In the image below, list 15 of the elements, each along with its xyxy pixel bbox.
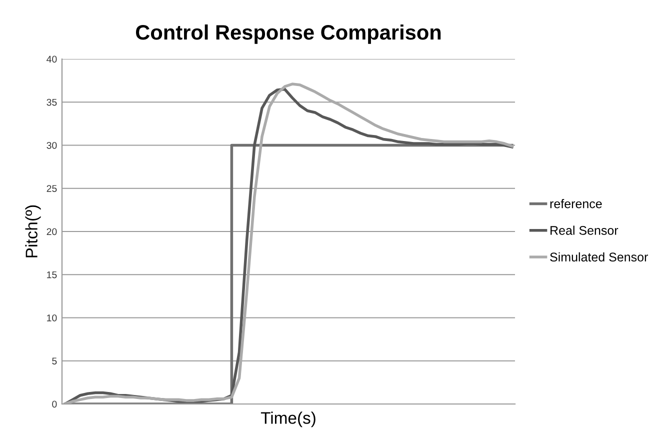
legend-label: Simulated Sensor: [550, 252, 648, 262]
y-tick-label: 0: [52, 400, 57, 408]
chart-title: Control Response Comparison: [136, 24, 441, 44]
legend-label: reference: [550, 199, 602, 208]
y-tick-label: 10: [47, 314, 57, 322]
y-tick-label: 20: [46, 228, 57, 236]
legend-label: Real Sensor: [550, 226, 618, 235]
y-tick-label: 5: [52, 358, 57, 364]
y-tick-label: 35: [46, 98, 57, 106]
y-tick-label: 25: [46, 185, 57, 192]
y-tick-label: 15: [47, 271, 57, 278]
x-axis-title: Time(s): [260, 412, 316, 428]
y-tick-label: 40: [46, 56, 57, 63]
y-tick-label: 30: [46, 142, 57, 149]
y-axis-title: Pitch(º): [25, 205, 41, 258]
